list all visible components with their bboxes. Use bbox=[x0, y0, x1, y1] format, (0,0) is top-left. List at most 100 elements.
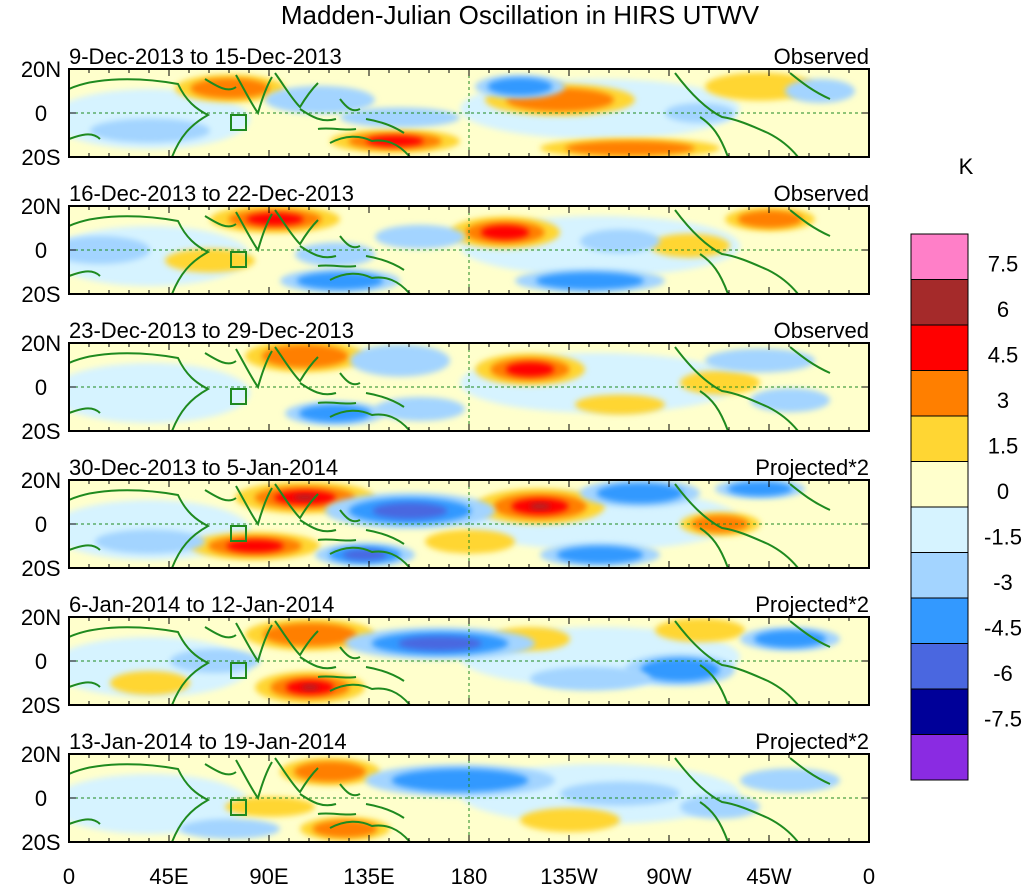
anomaly-contour bbox=[261, 344, 349, 368]
lat-label: 20S bbox=[21, 556, 60, 581]
panel-kind: Observed bbox=[774, 318, 869, 343]
colorbar-swatch bbox=[910, 506, 969, 553]
anomaly-contour bbox=[727, 481, 793, 496]
lat-label: 0 bbox=[35, 101, 47, 126]
colorbar-swatch bbox=[910, 688, 969, 735]
anomaly-contour bbox=[487, 77, 553, 96]
anomaly-contour bbox=[293, 495, 317, 501]
anomaly-contour bbox=[425, 529, 515, 554]
map-panel: 13-Jan-2014 to 19-Jan-2014 Projected*2 20N… bbox=[21, 729, 870, 855]
panel-kind: Observed bbox=[774, 44, 869, 69]
lat-label: 20S bbox=[21, 830, 60, 855]
panel-kind: Projected*2 bbox=[755, 592, 869, 617]
anomaly-contour bbox=[391, 768, 529, 792]
anomaly-contour bbox=[640, 658, 720, 682]
panel-date-range: 13-Jan-2014 to 19-Jan-2014 bbox=[69, 729, 347, 754]
panel-kind: Projected*2 bbox=[755, 455, 869, 480]
anomaly-contour bbox=[398, 636, 482, 651]
anomaly-contour bbox=[366, 135, 424, 147]
colorbar-label: -1.5 bbox=[984, 525, 1022, 550]
anomaly-contour bbox=[530, 666, 650, 691]
anomaly-contour bbox=[565, 141, 695, 156]
anomaly-contour bbox=[225, 796, 315, 817]
anomaly-contour bbox=[294, 761, 366, 782]
anomaly-contour bbox=[375, 224, 465, 249]
panel-kind: Observed bbox=[774, 181, 869, 206]
coastline bbox=[69, 72, 831, 157]
reference-box bbox=[230, 114, 247, 131]
lon-label-135e: 135E bbox=[343, 864, 394, 887]
anomaly-contour bbox=[556, 546, 644, 564]
lat-label: 20N bbox=[21, 605, 61, 630]
anomaly-contour bbox=[180, 818, 280, 839]
lon-label-90e: 90E bbox=[249, 864, 288, 887]
anomaly-contour bbox=[263, 623, 357, 647]
colorbar-swatch bbox=[910, 415, 969, 462]
anomaly-contour bbox=[90, 118, 210, 143]
anomaly-contour bbox=[69, 774, 250, 834]
panel-date-range: 23-Dec-2013 to 29-Dec-2013 bbox=[69, 318, 354, 343]
lat-label: 20S bbox=[21, 419, 60, 444]
anomaly-contour bbox=[69, 363, 250, 423]
lat-label: 0 bbox=[35, 786, 47, 811]
anomaly-contour bbox=[737, 210, 803, 228]
colorbar-swatch bbox=[910, 734, 969, 781]
lat-label: 20N bbox=[21, 57, 61, 82]
anomaly-contour bbox=[596, 483, 684, 504]
anomaly-contour bbox=[740, 768, 840, 793]
colorbar-label: -3 bbox=[993, 570, 1013, 595]
anomaly-contour bbox=[296, 272, 384, 290]
lon-label-360: 0 bbox=[863, 864, 875, 887]
colorbar-swatch bbox=[910, 370, 969, 417]
colorbar-label: 7.5 bbox=[988, 252, 1019, 277]
panel-date-range: 16-Dec-2013 to 22-Dec-2013 bbox=[69, 181, 354, 206]
anomaly-contour bbox=[650, 233, 730, 258]
colorbar-label: 0 bbox=[997, 479, 1009, 504]
figure-title: Madden-Julian Oscillation in HIRS UTWV bbox=[281, 0, 760, 30]
anomaly-contour bbox=[350, 344, 450, 377]
colorbar-label: -6 bbox=[993, 661, 1013, 686]
colorbar-swatch bbox=[910, 461, 969, 508]
lon-label-45w: 45W bbox=[746, 864, 791, 887]
lon-label-90w: 90W bbox=[646, 864, 691, 887]
anomaly-contour bbox=[301, 684, 319, 690]
anomaly-contour bbox=[69, 236, 150, 264]
map-panel: 23-Dec-2013 to 29-Dec-2013 Observed 20N 0 20… bbox=[21, 318, 870, 444]
lat-label: 20S bbox=[21, 145, 60, 170]
colorbar-label: -7.5 bbox=[984, 707, 1022, 732]
reference-box bbox=[230, 662, 247, 679]
longitude-axis: 0 45E 90E 135E 180 135W 90W 45W 0 bbox=[63, 864, 875, 887]
map-panel: 30-Dec-2013 to 5-Jan-2014 Projected*2 20N 0… bbox=[21, 455, 870, 581]
colorbar-swatch bbox=[910, 279, 969, 326]
anomaly-contour bbox=[785, 79, 855, 103]
anomaly-contour bbox=[680, 794, 760, 819]
colorbar-label: 3 bbox=[997, 388, 1009, 413]
anomaly-field bbox=[69, 757, 840, 842]
anomaly-contour bbox=[520, 808, 620, 832]
map-panel: 6-Jan-2014 to 12-Jan-2014 Projected*2 20N 0… bbox=[21, 592, 870, 718]
anomaly-field bbox=[69, 343, 831, 431]
anomaly-contour bbox=[529, 503, 551, 510]
panel-date-range: 30-Dec-2013 to 5-Jan-2014 bbox=[69, 455, 338, 480]
anomaly-contour bbox=[95, 529, 205, 554]
anomaly-contour bbox=[299, 404, 371, 423]
anomaly-contour bbox=[575, 394, 665, 415]
lon-label-0: 0 bbox=[63, 864, 75, 887]
anomaly-contour bbox=[312, 820, 378, 838]
anomaly-contour bbox=[505, 362, 555, 377]
anomaly-contour bbox=[246, 213, 304, 226]
lat-label: 0 bbox=[35, 238, 47, 263]
anomaly-contour bbox=[295, 242, 375, 267]
map-panel: 9-Dec-2013 to 15-Dec-2013 Observed 20N 0 20S bbox=[21, 44, 870, 170]
lat-label: 0 bbox=[35, 649, 47, 674]
coastline bbox=[69, 483, 831, 568]
anomaly-contour bbox=[750, 388, 830, 413]
anomaly-contour bbox=[705, 348, 815, 373]
anomaly-contour bbox=[340, 107, 460, 128]
lon-label-135w: 135W bbox=[540, 864, 598, 887]
anomaly-contour bbox=[560, 781, 680, 806]
lat-label: 0 bbox=[35, 375, 47, 400]
anomaly-contour bbox=[372, 502, 448, 519]
reference-box bbox=[230, 525, 247, 542]
